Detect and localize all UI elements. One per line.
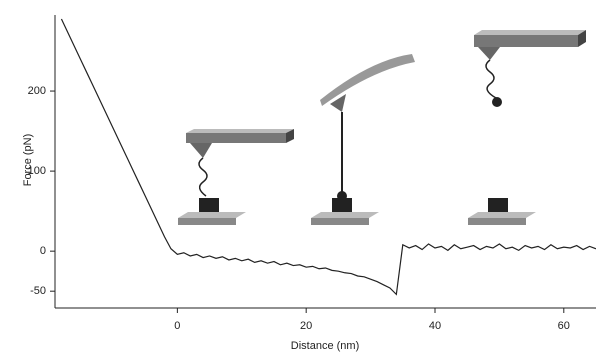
y-axis-label: Force (pN): [22, 134, 34, 187]
force-curve: [60, 18, 596, 296]
x-axis-label: Distance (nm): [291, 340, 359, 352]
y-tick-label: 100: [28, 165, 46, 177]
y-tick-label: 0: [40, 245, 46, 257]
schematics: [178, 30, 586, 225]
x-tick-label: 60: [558, 320, 570, 332]
x-tick-label: 20: [300, 320, 312, 332]
x-tick-label: 0: [174, 320, 180, 332]
x-tick-label: 40: [429, 320, 441, 332]
y-tick-label: -50: [30, 285, 46, 297]
y-tick-label: 200: [28, 85, 46, 97]
